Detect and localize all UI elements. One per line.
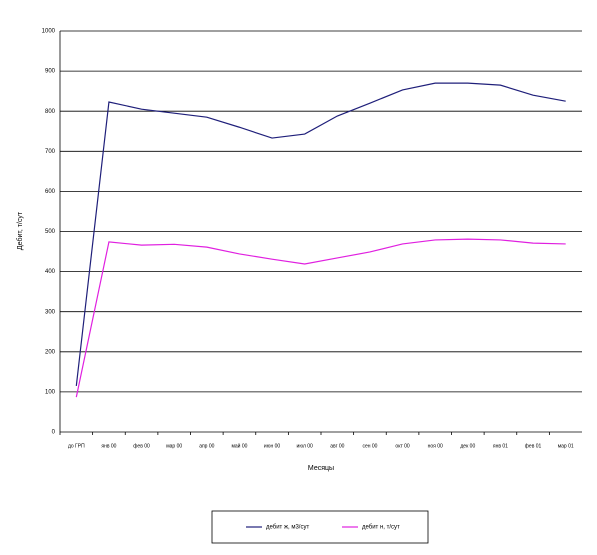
- x-tick-label: апр 00: [199, 443, 214, 449]
- y-tick-label: 400: [45, 269, 56, 275]
- x-tick-label: авг 00: [330, 443, 344, 449]
- x-tick-label: окт 00: [395, 443, 409, 449]
- x-tick-label: июл 00: [297, 443, 314, 449]
- x-tick-label: фев 00: [133, 443, 150, 449]
- x-tick-label: мар 01: [558, 443, 574, 449]
- x-tick-label: мар 00: [166, 443, 182, 449]
- line-series: [75, 82, 566, 386]
- y-tick-label: 1000: [42, 29, 56, 35]
- x-tick-label: ноя 00: [428, 443, 443, 449]
- y-tick-label: 700: [45, 149, 56, 155]
- x-axis-label: Месяцы: [308, 465, 334, 472]
- x-tick-label: янв 00: [101, 443, 116, 449]
- y-tick-label: 500: [45, 229, 56, 235]
- y-axis-label: Дебит, т/сут: [16, 211, 24, 250]
- line-series: [75, 238, 566, 398]
- y-tick-label: 0: [52, 430, 56, 436]
- x-tick-label: июн 00: [264, 443, 280, 449]
- y-tick-label: 300: [45, 309, 56, 315]
- legend-label: дебит н, т/сут: [362, 525, 400, 531]
- y-tick-label: 200: [45, 349, 56, 355]
- legend-label: дебит ж, м3/сут: [266, 525, 309, 531]
- y-tick-label: 100: [45, 389, 56, 395]
- x-tick-label: дек 00: [460, 443, 475, 449]
- y-tick-label: 900: [45, 69, 56, 75]
- y-tick-label: 800: [45, 109, 56, 115]
- x-tick-label: май 00: [231, 442, 247, 449]
- x-tick-label: янв 01: [493, 443, 508, 449]
- x-tick-label: фев 01: [525, 443, 542, 449]
- x-tick-label: сен 00: [362, 443, 377, 449]
- x-tick-label: до ГРП: [68, 443, 85, 449]
- y-tick-label: 600: [45, 189, 56, 195]
